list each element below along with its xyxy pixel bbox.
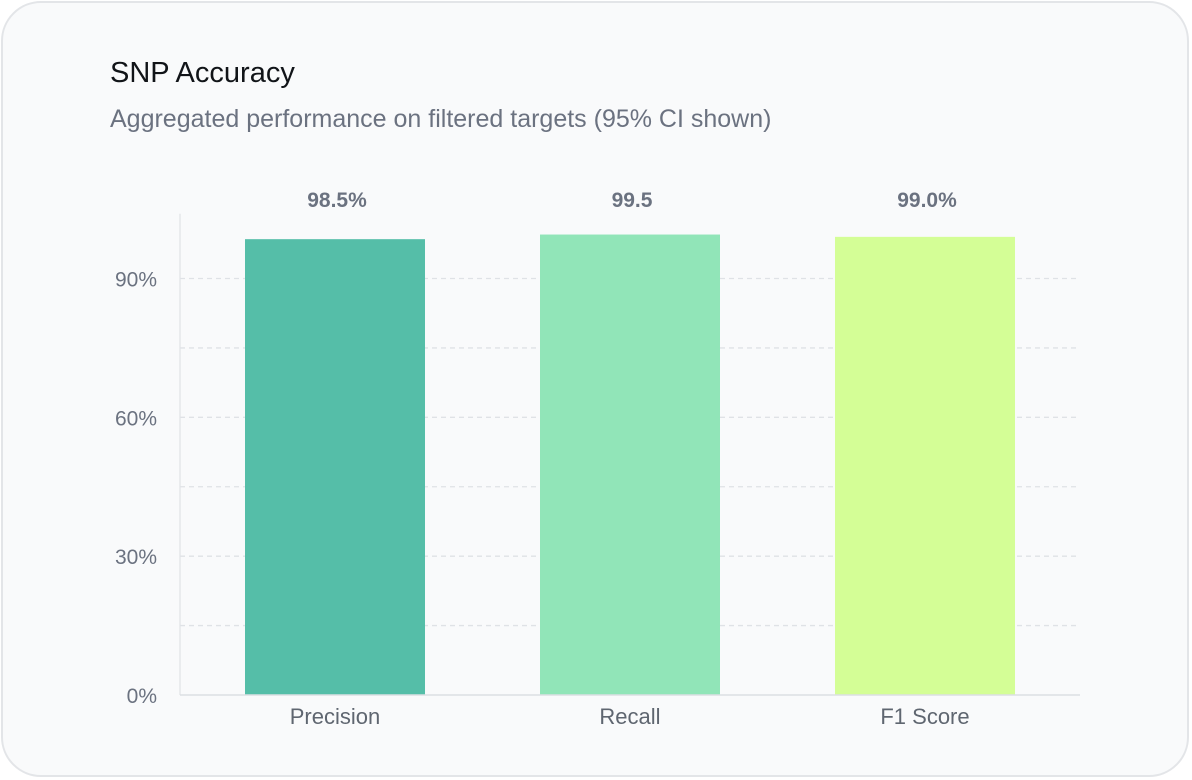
bar-recall: [540, 234, 720, 695]
x-tick-label: F1 Score: [880, 704, 969, 729]
chart-title: SNP Accuracy: [110, 57, 295, 89]
value-label: 99.5: [612, 189, 653, 212]
y-tick-label: 90%: [115, 269, 157, 292]
chart-subtitle: Aggregated performance on filtered targe…: [110, 105, 772, 133]
bar-f1-score: [835, 236, 1015, 695]
axes: [179, 213, 1080, 696]
labels: 0% 30% 60% 90% Precision 98.5% Recall 99.5 F1 Sc…: [115, 189, 970, 729]
bars: [245, 234, 1015, 696]
value-label: 98.5%: [307, 189, 367, 212]
value-label: 99.0%: [897, 189, 957, 212]
y-tick-label: 60%: [115, 407, 157, 430]
bar-precision: [245, 239, 425, 696]
x-tick-label: Recall: [599, 704, 660, 729]
y-tick-label: 0%: [127, 685, 157, 708]
y-tick-label: 30%: [115, 546, 157, 569]
x-tick-label: Precision: [290, 704, 380, 729]
